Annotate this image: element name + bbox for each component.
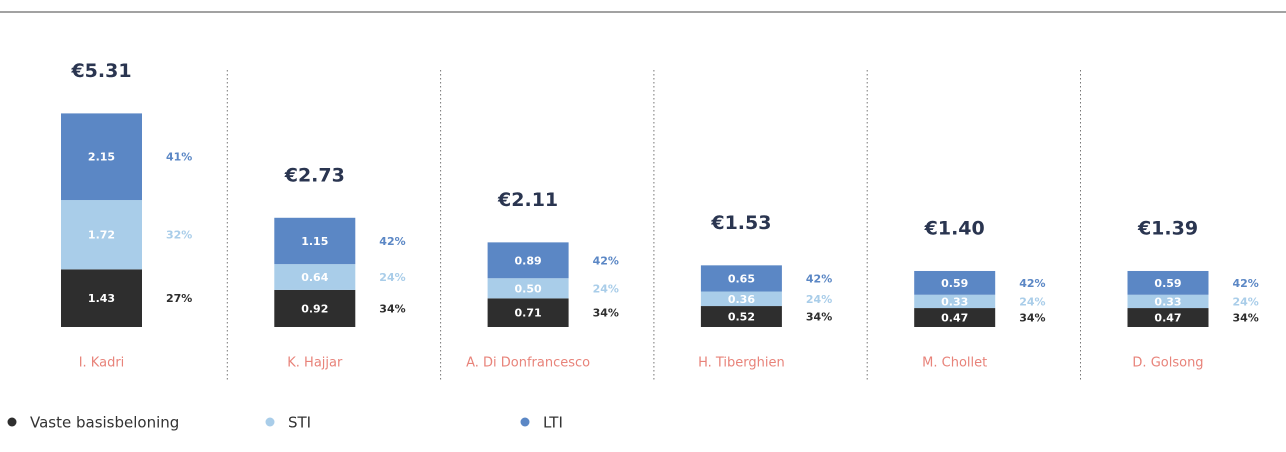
share-label: 24% (1019, 295, 1045, 308)
bar-segment (487, 242, 569, 279)
segment-label: 0.65 (728, 272, 755, 285)
segment-label: 0.33 (1154, 295, 1181, 308)
bar-segment (274, 289, 356, 327)
legend-label: LTI (543, 414, 563, 432)
bar-segment (274, 264, 356, 290)
segment-label: 0.47 (941, 312, 968, 325)
category-label: K. Hajjar (287, 356, 343, 371)
bar-segment (274, 217, 356, 265)
bar-segment (487, 298, 569, 327)
share-label: 42% (1233, 277, 1259, 290)
bar-segment (1127, 308, 1209, 327)
bar-segment (700, 306, 782, 327)
category-label: D. Golsong (1132, 356, 1203, 371)
bar-segment (914, 308, 996, 327)
share-label: 42% (593, 254, 619, 267)
bar-segment (61, 113, 142, 201)
segment-label: 1.43 (88, 292, 115, 305)
share-label: 34% (379, 302, 405, 315)
legend-dot (265, 417, 275, 427)
segment-label: 0.59 (1154, 277, 1181, 290)
category-label: M. Chollet (922, 356, 987, 371)
share-label: 24% (593, 282, 619, 295)
share-label: 42% (806, 272, 832, 285)
legend-label: STI (288, 414, 311, 432)
bar-segment (487, 278, 569, 299)
segment-label: 0.33 (941, 295, 968, 308)
bar-segment (914, 294, 996, 309)
bar-segment (61, 200, 142, 270)
segment-label: 0.59 (941, 277, 968, 290)
legend-label: Vaste basisbeloning (30, 414, 179, 432)
total-label: €2.11 (497, 189, 558, 211)
segment-label: 0.52 (728, 311, 755, 324)
legend-dot (520, 417, 530, 427)
category-label: I. Kadri (79, 356, 125, 371)
share-label: 34% (593, 307, 619, 320)
segment-label: 0.36 (728, 293, 755, 306)
share-label: 41% (166, 151, 192, 164)
bar-segment (1127, 270, 1209, 295)
category-label: A. Di Donfrancesco (466, 356, 590, 371)
share-label: 42% (1019, 277, 1045, 290)
share-label: 42% (379, 235, 405, 248)
segment-label: 0.47 (1154, 312, 1181, 325)
segment-label: 0.92 (301, 302, 328, 315)
segment-label: 0.64 (301, 271, 328, 284)
share-label: 34% (1019, 312, 1045, 325)
share-label: 24% (379, 271, 405, 284)
share-label: 24% (1233, 295, 1259, 308)
total-label: €2.73 (284, 164, 345, 186)
bar-segment (700, 265, 782, 292)
share-label: 34% (1233, 312, 1259, 325)
segment-label: 1.15 (301, 235, 328, 248)
total-label: €1.39 (1137, 217, 1198, 239)
legend-dot (7, 417, 17, 427)
bar-segment (61, 269, 142, 327)
share-label: 34% (806, 311, 832, 324)
bar-segment (914, 270, 996, 295)
segment-label: 0.50 (515, 282, 542, 295)
share-label: 32% (166, 229, 192, 242)
segment-label: 1.72 (88, 229, 115, 242)
segment-label: 2.15 (88, 151, 115, 164)
total-label: €1.53 (710, 212, 771, 234)
bar-segment (700, 291, 782, 307)
share-label: 27% (166, 292, 192, 305)
share-label: 24% (806, 293, 832, 306)
bar-segment (1127, 294, 1209, 309)
total-label: €5.31 (70, 60, 131, 82)
total-label: €1.40 (924, 217, 985, 239)
segment-label: 0.71 (515, 307, 542, 320)
category-label: H. Tiberghien (698, 356, 785, 371)
segment-label: 0.89 (515, 254, 542, 267)
